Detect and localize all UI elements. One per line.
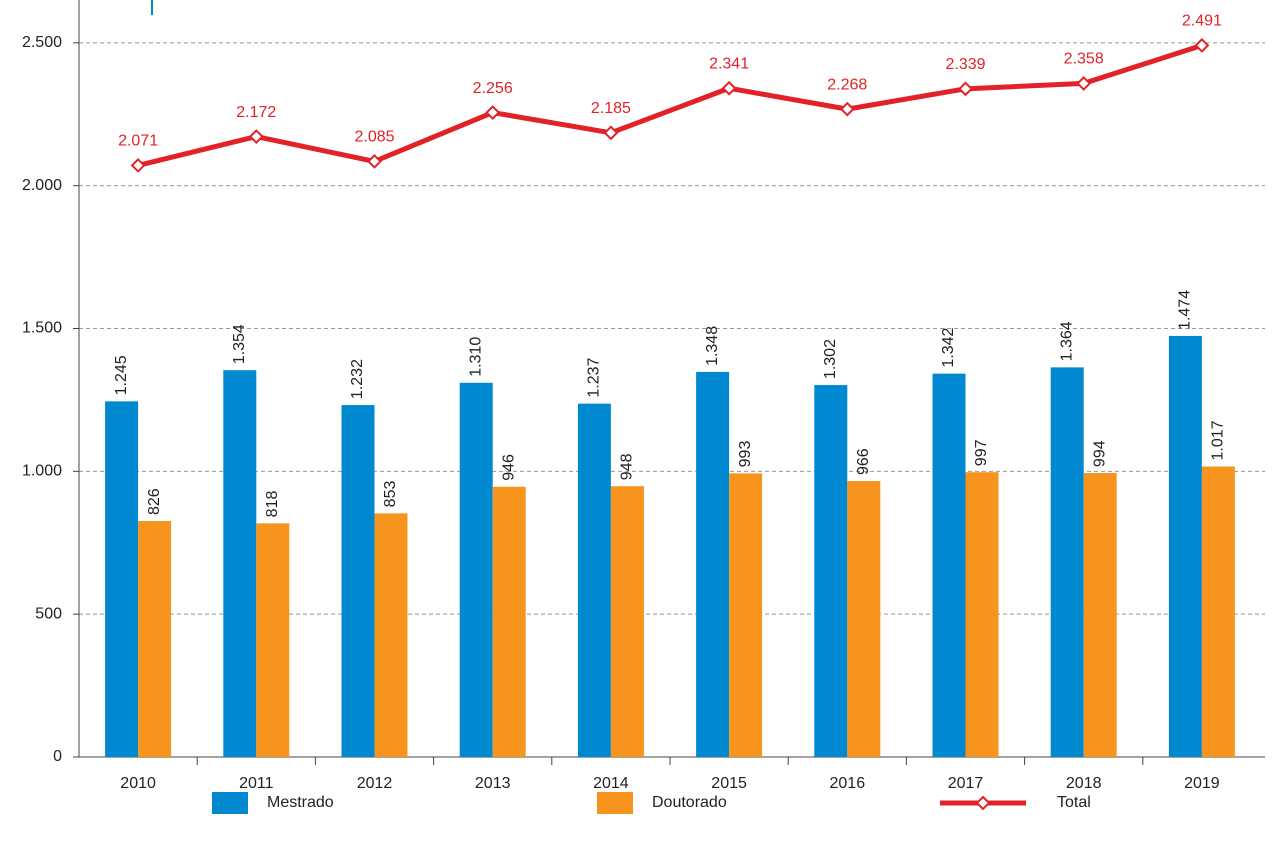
legend-swatch: [212, 792, 248, 814]
x-tick-label: 2014: [593, 775, 629, 792]
line-marker: [1194, 38, 1210, 53]
x-tick-label: 2019: [1184, 775, 1220, 792]
x-tick-label: 2011: [239, 775, 274, 792]
line-label: 2.172: [236, 104, 276, 121]
bar: [610, 486, 644, 757]
bar-label: 1.364: [1058, 321, 1075, 361]
y-tick-label: 2.000: [22, 177, 62, 194]
bar-label: 826: [146, 488, 163, 515]
bar: [729, 473, 763, 757]
bar: [105, 401, 139, 757]
bar-label: 948: [619, 453, 636, 480]
line: [137, 43, 1203, 168]
bar-label: 1.237: [586, 357, 603, 397]
x-tick-label: 2010: [120, 775, 156, 792]
legend-label: Doutorado: [652, 794, 727, 811]
x-tick-label: 2015: [711, 775, 747, 792]
bar-label: 1.310: [467, 337, 484, 377]
bar-label: 1.245: [113, 355, 130, 395]
line-marker: [958, 81, 973, 97]
bar: [256, 523, 290, 757]
x-tick-label: 2013: [475, 775, 511, 792]
legend-label: Mestrado: [267, 794, 334, 811]
bar: [965, 472, 999, 757]
line-marker: [130, 157, 146, 173]
line-marker: [603, 125, 619, 141]
bar-label: 1.342: [940, 328, 957, 368]
bar-label: 1.232: [349, 359, 366, 399]
bar: [492, 486, 526, 757]
line-marker: [1076, 75, 1092, 91]
bar-label: 993: [737, 441, 754, 468]
legend-label: Total: [1057, 794, 1091, 811]
bar-label: 997: [973, 439, 990, 466]
bar-label: 946: [500, 454, 517, 481]
bar: [847, 481, 881, 757]
bar-label: 1.474: [1177, 290, 1194, 330]
bar-label: 1.348: [704, 326, 721, 366]
bar-label: 994: [1091, 440, 1108, 467]
bar-label: 966: [855, 448, 872, 475]
bar-label: 1.302: [822, 339, 839, 379]
bar: [1201, 466, 1235, 757]
bar: [814, 385, 848, 757]
line-label: 2.268: [827, 76, 867, 93]
bar: [932, 373, 966, 757]
line-marker: [839, 101, 855, 117]
bar-label: 818: [264, 491, 281, 518]
line-marker: [485, 105, 501, 120]
bar: [1168, 335, 1202, 757]
line-marker: [367, 153, 382, 169]
bar: [1050, 367, 1084, 757]
bar-label: 1.354: [231, 324, 248, 364]
y-tick-label: 2.500: [22, 34, 62, 51]
line-label: 2.491: [1182, 13, 1222, 30]
x-tick-label: 2018: [1066, 775, 1102, 792]
bar: [577, 403, 611, 757]
line-marker: [721, 80, 737, 96]
line-label: 2.185: [591, 100, 631, 117]
bar: [459, 382, 493, 757]
bar: [1083, 473, 1117, 757]
line-label: 2.085: [354, 129, 394, 146]
legend-swatch: [597, 792, 633, 814]
line-label: 2.358: [1064, 51, 1104, 68]
bar: [341, 405, 375, 757]
line-label: 2.341: [709, 55, 749, 72]
x-tick-label: 2016: [830, 775, 866, 792]
line-label: 2.071: [118, 133, 158, 150]
legend-marker: [975, 795, 991, 811]
x-tick-label: 2012: [357, 775, 393, 792]
line-label: 2.256: [473, 80, 513, 97]
bar-label: 1.017: [1210, 420, 1227, 460]
bar: [223, 370, 257, 757]
x-tick-label: 2017: [948, 775, 984, 792]
y-tick-label: 500: [35, 605, 62, 622]
line-marker: [248, 129, 264, 144]
y-tick-label: 1.500: [22, 320, 62, 337]
bar: [696, 371, 730, 757]
line-label: 2.339: [945, 56, 985, 73]
y-tick-label: 0: [53, 748, 62, 765]
bar: [374, 513, 408, 757]
bar-label: 853: [382, 481, 399, 508]
y-tick-label: 1.000: [22, 463, 62, 480]
bar: [138, 521, 172, 757]
